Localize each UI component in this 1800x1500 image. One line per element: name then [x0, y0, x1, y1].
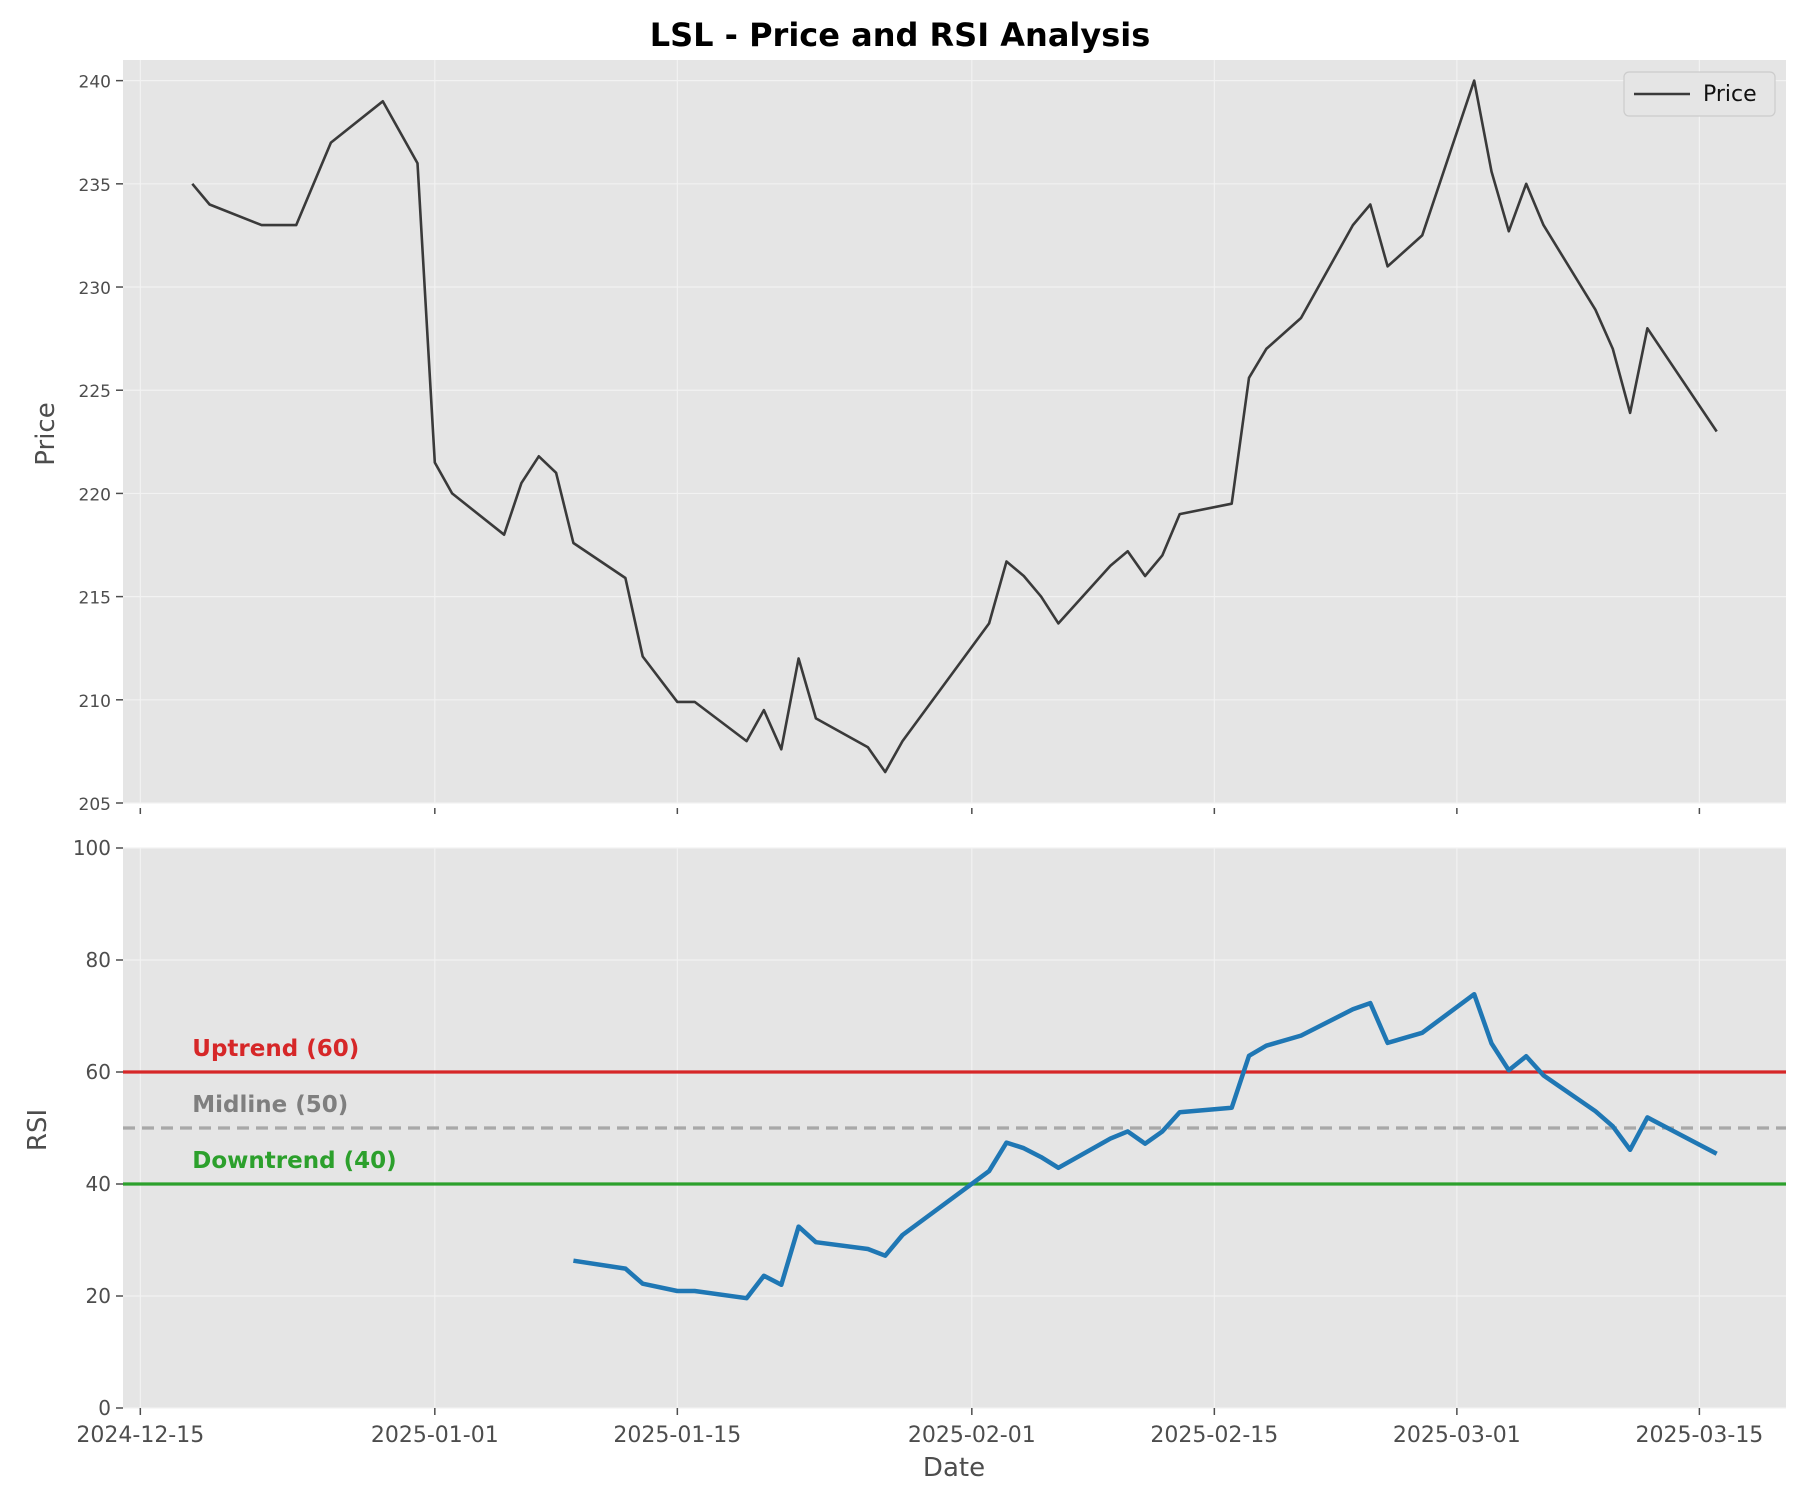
reference-line-label: Downtrend (40)	[192, 1148, 396, 1174]
price-y-tick-label: 240	[79, 73, 111, 93]
rsi-y-tick-label: 20	[86, 1284, 111, 1308]
rsi-axis-label: RSI	[23, 1109, 53, 1151]
rsi-y-tick-label: 100	[73, 836, 111, 860]
price-y-tick-label: 205	[79, 795, 111, 815]
price-y-tick-label: 220	[79, 485, 111, 505]
price-plot-area	[123, 60, 1786, 803]
price-y-tick-label: 215	[79, 589, 111, 609]
chart-title: LSL - Price and RSI Analysis	[650, 16, 1151, 54]
rsi-y-tick-label: 60	[86, 1060, 111, 1084]
x-tick-label: 2025-03-01	[1393, 1423, 1521, 1448]
price-axis-label: Price	[31, 402, 61, 465]
price-y-tick-label: 230	[79, 279, 111, 299]
rsi-panel: 0 20 40 60 80 100 2024-12-15 2025-01-01 2025-01…	[23, 836, 1786, 1483]
x-tick-label: 2024-12-15	[76, 1423, 204, 1448]
x-tick-label: 2025-02-01	[908, 1423, 1036, 1448]
legend-label-price: Price	[1703, 82, 1757, 107]
x-tick-label: 2025-03-15	[1635, 1423, 1763, 1448]
rsi-y-tick-label: 80	[86, 948, 111, 972]
reference-line-label: Midline (50)	[192, 1092, 348, 1118]
x-tick-label: 2025-01-01	[371, 1423, 499, 1448]
price-y-tick-label: 235	[79, 176, 111, 196]
price-series-line	[191, 79, 1718, 774]
price-y-tick-label: 225	[79, 382, 111, 402]
legend-box	[1623, 71, 1776, 117]
rsi-y-tick-label: 40	[86, 1172, 111, 1196]
x-tick-label: 2025-01-15	[613, 1423, 741, 1448]
x-tick-label: 2025-02-15	[1150, 1423, 1278, 1448]
price-y-tick-label: 210	[79, 692, 111, 712]
price-legend: Price	[1623, 71, 1776, 117]
x-axis-label: Date	[923, 1453, 985, 1483]
reference-line-label: Uptrend (60)	[192, 1036, 359, 1062]
rsi-y-tick-label: 0	[98, 1396, 111, 1420]
price-panel: 205 210 215 220 225 230 235 240 Price Price	[31, 60, 1786, 815]
